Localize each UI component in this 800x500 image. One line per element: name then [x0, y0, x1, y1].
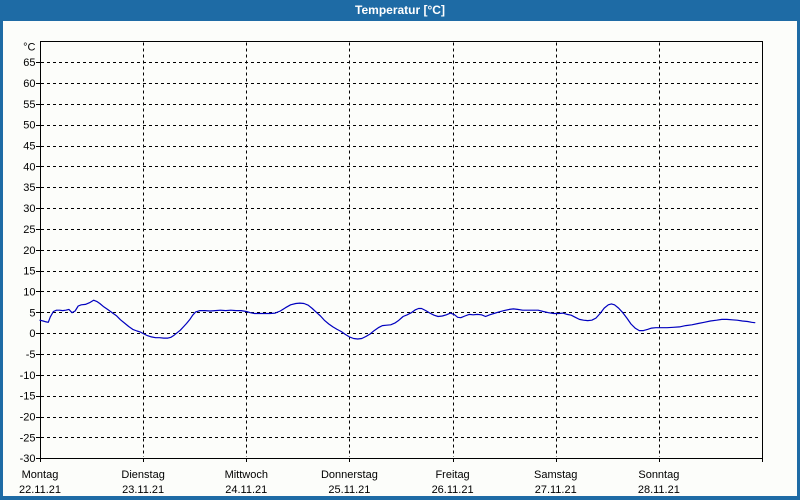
x-axis-day-label: Freitag — [435, 469, 469, 481]
y-axis-tick-label: -5 — [26, 349, 36, 361]
y-axis-tick-label: 10 — [23, 286, 35, 298]
y-axis-tick-label: 45 — [23, 141, 35, 153]
y-axis-tick-label: 35 — [23, 182, 35, 194]
y-axis-tick-label: -20 — [20, 412, 36, 424]
y-axis-tick-label: 55 — [23, 99, 35, 111]
x-axis-date-label: 25.11.21 — [328, 484, 370, 496]
y-axis-tick-label: 60 — [23, 78, 35, 90]
plot-border — [40, 41, 763, 459]
x-axis-day-label: Dienstag — [121, 469, 164, 481]
window-title: Temperatur [°C] — [355, 3, 445, 17]
y-axis-tick-label: 20 — [23, 245, 35, 257]
y-axis-tick-label: -25 — [20, 432, 36, 444]
y-axis-tick-label: 25 — [23, 224, 35, 236]
y-axis-tick-label: -30 — [20, 453, 36, 465]
x-axis-date-label: 28.11.21 — [638, 484, 680, 496]
x-axis-date-label: 26.11.21 — [432, 484, 474, 496]
y-axis-tick-label: 65 — [23, 57, 35, 69]
y-axis-tick-label: 15 — [23, 266, 35, 278]
x-axis-date-label: 27.11.21 — [535, 484, 577, 496]
y-axis-tick-label: -10 — [20, 370, 36, 382]
x-axis-date-label: 23.11.21 — [122, 484, 164, 496]
x-axis-day-label: Sonntag — [638, 469, 679, 481]
x-axis-day-label: Donnerstag — [321, 469, 378, 481]
y-axis-tick-label: 40 — [23, 161, 35, 173]
y-axis-tick-label: 0 — [29, 328, 35, 340]
x-axis-date-label: 22.11.21 — [19, 484, 61, 496]
x-axis-day-label: Mittwoch — [225, 469, 268, 481]
y-axis-tick-label: 50 — [23, 120, 35, 132]
y-axis-tick-label: 5 — [29, 307, 35, 319]
y-axis-unit-label: °C — [23, 41, 35, 53]
y-axis-tick-label: -15 — [20, 391, 36, 403]
window-title-bar[interactable]: Temperatur [°C] — [0, 0, 800, 21]
x-axis-date-label: 24.11.21 — [225, 484, 267, 496]
x-axis-day-label: Samstag — [534, 469, 577, 481]
x-axis-day-label: Montag — [22, 469, 59, 481]
temperature-series-line — [39, 299, 756, 340]
y-axis-tick-label: 30 — [23, 203, 35, 215]
